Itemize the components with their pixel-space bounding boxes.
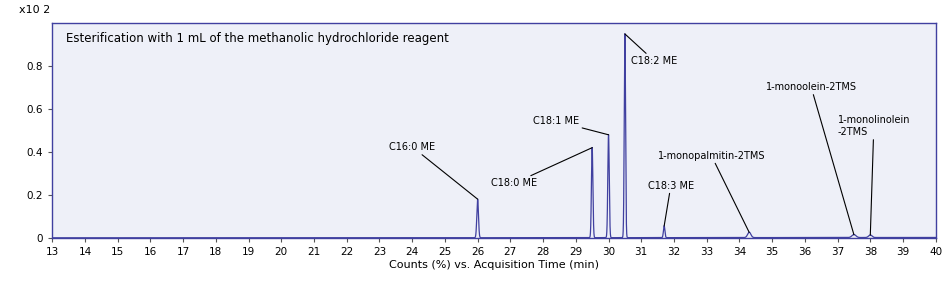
Text: C18:3 ME: C18:3 ME: [648, 181, 694, 226]
Text: 1-monolinolein
-2TMS: 1-monolinolein -2TMS: [838, 115, 910, 235]
Text: Esterification with 1 mL of the methanolic hydrochloride reagent: Esterification with 1 mL of the methanol…: [66, 32, 448, 45]
Text: C18:1 ME: C18:1 ME: [533, 116, 609, 135]
Text: C18:2 ME: C18:2 ME: [625, 34, 677, 66]
Text: C16:0 ME: C16:0 ME: [390, 142, 478, 199]
Text: 1-monoolein-2TMS: 1-monoolein-2TMS: [766, 82, 857, 235]
Text: C18:0 ME: C18:0 ME: [491, 148, 592, 188]
Text: x10 2: x10 2: [19, 5, 50, 14]
X-axis label: Counts (%) vs. Acquisition Time (min): Counts (%) vs. Acquisition Time (min): [389, 260, 599, 270]
Text: 1-monopalmitin-2TMS: 1-monopalmitin-2TMS: [657, 151, 765, 232]
